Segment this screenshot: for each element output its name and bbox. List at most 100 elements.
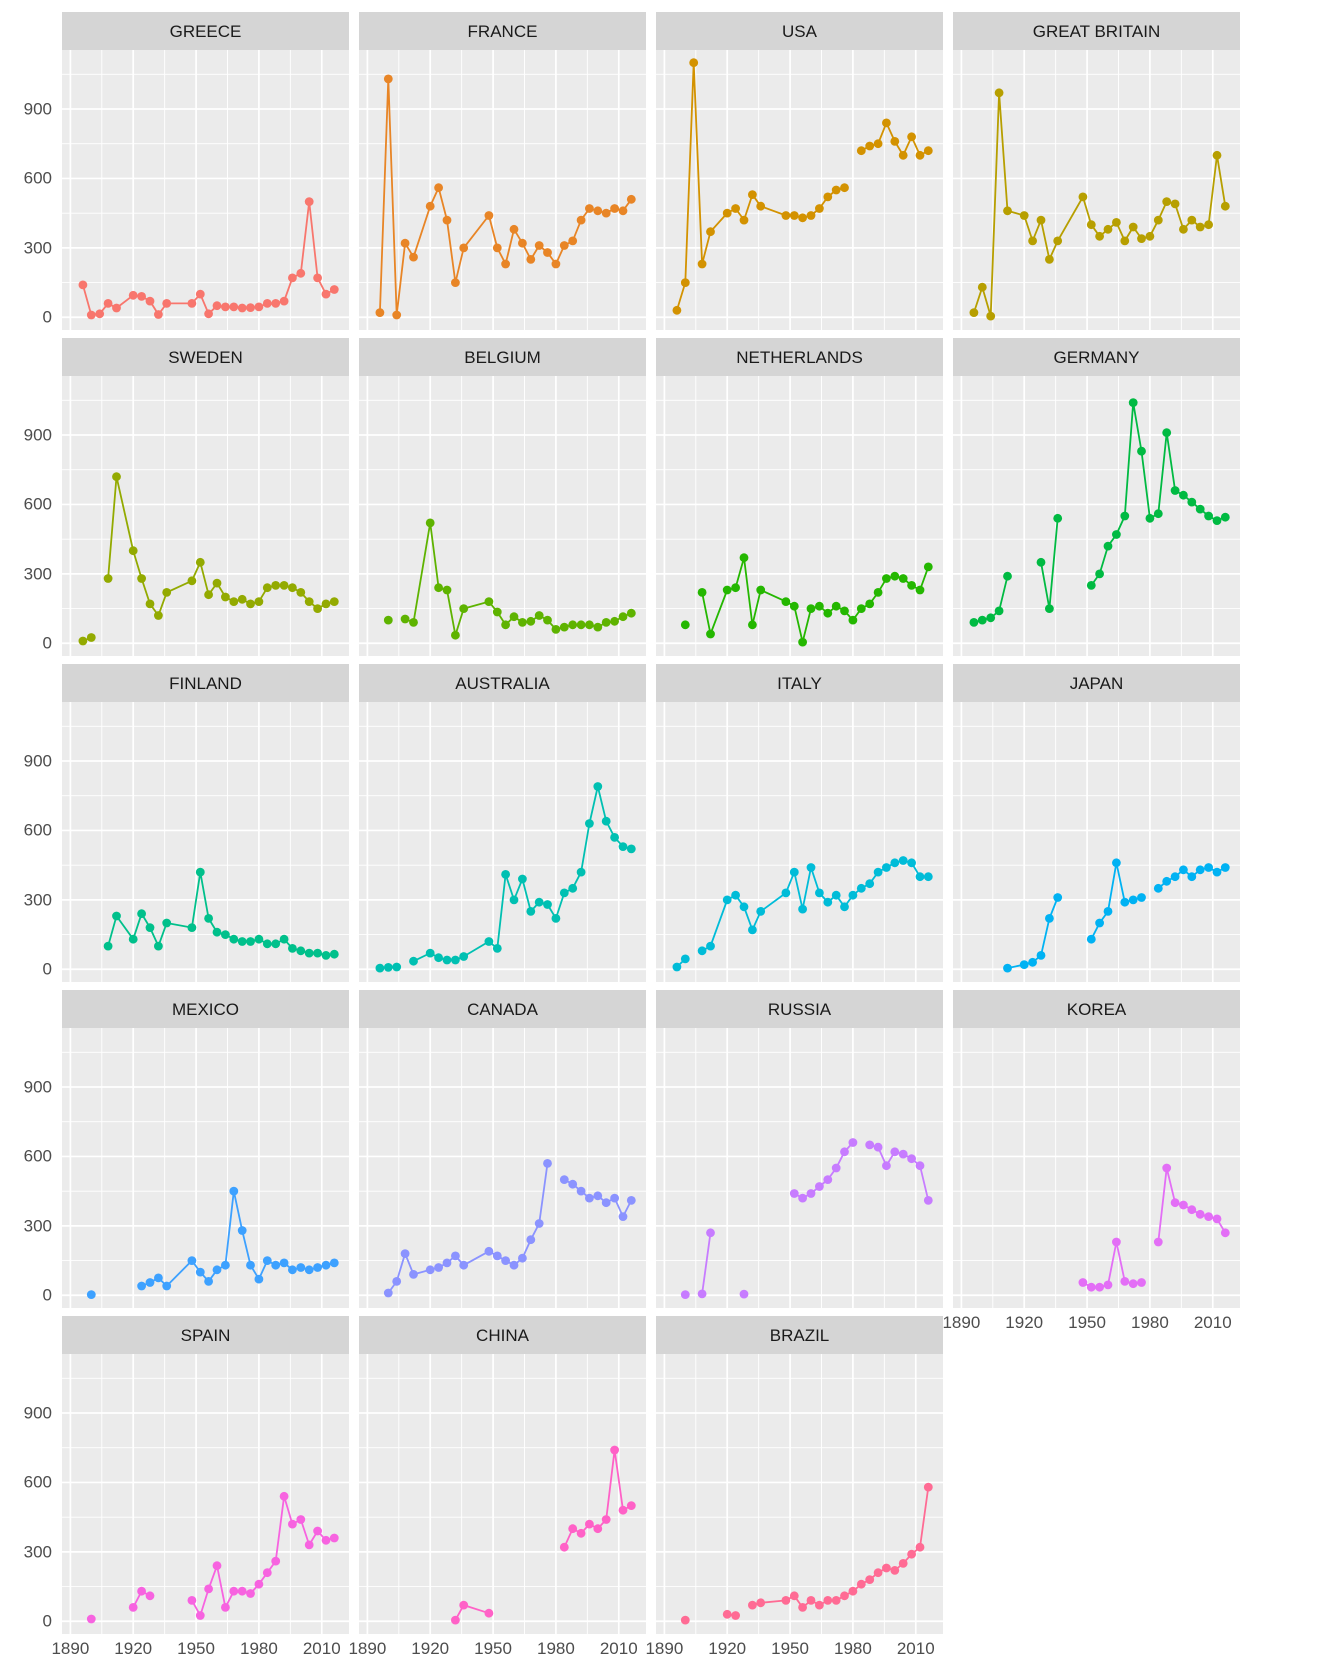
data-point [823,192,833,202]
data-point [1153,509,1163,519]
gridlines [359,376,646,656]
facet-panel-great-britain: GREAT BRITAIN [953,12,1240,330]
data-point [672,962,682,972]
y-axis-tick-label: 0 [42,959,52,979]
data-point [1179,490,1188,500]
facet-strip [953,664,1240,702]
data-point [434,953,443,963]
y-axis-tick-label: 300 [23,1542,52,1562]
data-point [212,1265,222,1275]
facet-strip [656,338,943,376]
data-point [262,939,272,949]
data-point [559,622,569,632]
data-point [442,215,452,225]
data-point [128,934,138,944]
data-point [559,888,569,898]
facet-title: RUSSIA [768,1000,832,1019]
series-australia [375,782,636,973]
gridlines [953,50,1240,330]
y-axis-tick-label: 300 [23,564,52,584]
data-point [1086,934,1096,944]
series-belgium [383,518,636,640]
data-point [781,211,791,220]
data-point [459,1600,469,1610]
facet-strip [359,1316,646,1354]
data-point [304,1265,314,1275]
data-point [154,1273,163,1283]
data-point [279,1258,289,1268]
y-axis-tick-label: 600 [23,1472,52,1492]
data-point [1195,504,1205,514]
data-point [915,1542,925,1552]
data-point [442,1258,452,1268]
data-point [501,870,510,879]
panel-background [62,702,349,982]
data-point [137,292,146,301]
data-point [882,118,891,128]
x-axis-tick-label: 1980 [239,1639,278,1658]
data-point [923,1196,933,1205]
facet-title: FRANCE [468,22,538,41]
x-axis-tick-label: 1950 [1068,1313,1106,1332]
data-point [288,944,297,953]
data-point [1036,951,1046,960]
data-point [288,1519,297,1529]
gridlines [359,1028,646,1308]
data-point [145,296,155,306]
data-point [576,867,586,877]
facet-panel-usa: USA [656,12,943,330]
data-point [451,1615,460,1625]
data-point [1204,1212,1213,1221]
data-point [1145,513,1155,523]
data-point [296,268,306,278]
data-point [1120,897,1130,907]
data-point [1195,865,1205,875]
data-point [1204,220,1213,230]
gridlines [62,376,349,656]
series-spain [86,1491,339,1624]
data-point [221,1260,230,1270]
data-point [551,259,561,269]
data-point [1162,197,1172,207]
data-point [626,1501,636,1510]
data-point [1086,1282,1096,1292]
data-point [739,553,749,563]
facet-strip [953,338,1240,376]
data-point [610,1445,619,1455]
y-axis-tick-label: 900 [23,99,52,119]
data-point [145,1591,155,1601]
data-point [1095,569,1104,579]
y-axis-tick-label: 900 [23,1077,52,1097]
data-point [1137,893,1146,902]
data-point [128,290,138,300]
data-point [329,1258,339,1268]
series-usa [672,58,933,315]
data-point [898,1559,908,1568]
data-point [840,1147,849,1157]
data-point [731,1611,740,1620]
data-point [187,1256,197,1265]
gridlines [359,1354,646,1634]
data-point [442,585,452,595]
data-point [831,185,841,195]
data-point [923,872,933,882]
data-point [907,858,916,868]
data-point [271,1556,281,1566]
data-point [137,909,146,919]
data-point [1028,957,1037,967]
facet-strip [62,664,349,702]
gridlines [62,1028,349,1308]
data-point [229,302,239,312]
series-canada [383,1159,636,1298]
data-point [271,939,281,949]
data-point [145,1278,155,1287]
data-point [1220,863,1230,872]
gridlines [656,1354,943,1634]
data-point [518,618,527,627]
data-point [246,1589,255,1598]
data-point [722,208,732,218]
data-point [492,1251,502,1261]
data-point [288,1265,297,1275]
data-point [321,1260,331,1270]
data-point [254,934,264,944]
